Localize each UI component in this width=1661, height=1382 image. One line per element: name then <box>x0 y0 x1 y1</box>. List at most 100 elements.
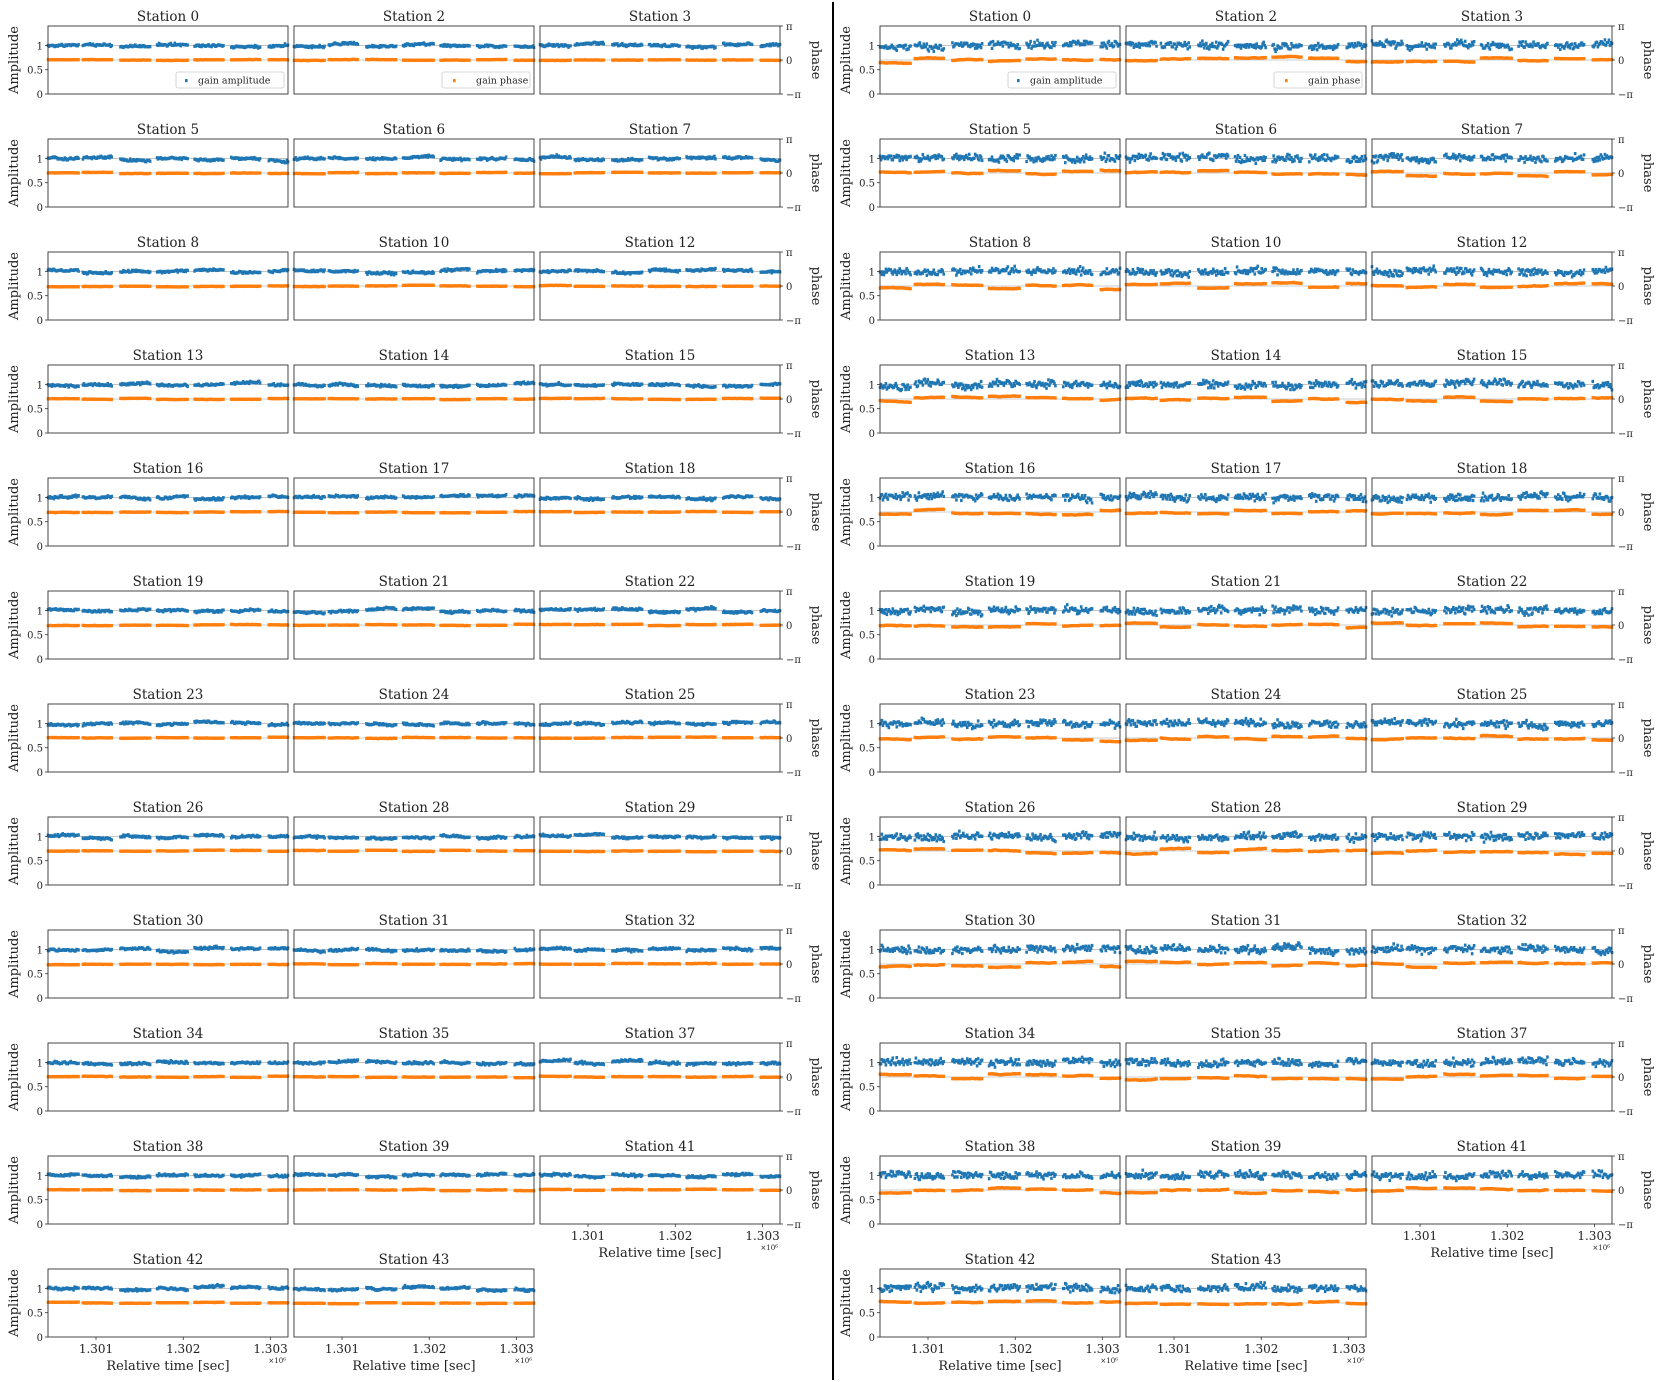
amplitude-point <box>222 44 225 48</box>
amplitude-point <box>556 42 560 47</box>
phase-tick-label: 0 <box>786 56 792 67</box>
amplitude-point <box>270 45 274 49</box>
amp-tick-label: 0 <box>37 90 43 101</box>
phase-point <box>432 283 435 287</box>
station-subplot-14: Station 14 <box>292 348 536 434</box>
amplitude-point <box>77 156 80 161</box>
subplot-frame <box>47 138 289 208</box>
amplitude-point <box>459 156 462 160</box>
amplitude-point <box>601 40 605 44</box>
amplitude-point <box>77 269 80 273</box>
phase-point <box>640 58 644 62</box>
phase-point <box>77 397 80 401</box>
amplitude-point <box>104 269 108 274</box>
phase-point <box>356 57 360 62</box>
amplitude-point <box>323 268 326 272</box>
phase-point <box>504 284 508 288</box>
phase-point <box>602 396 606 400</box>
amplitude-point <box>394 157 398 161</box>
phase-point <box>258 397 262 401</box>
phase-point <box>77 58 80 62</box>
amplitude-point <box>569 383 572 387</box>
station-subplot-10: Station 10 <box>292 235 536 321</box>
station-title: Station 5 <box>137 122 199 138</box>
station-title: Station 10 <box>379 235 450 251</box>
amplitude-point <box>712 44 715 48</box>
amplitude-point <box>283 42 287 46</box>
amplitude-point <box>148 382 152 386</box>
amplitude-point <box>477 157 481 162</box>
phase-point <box>714 171 717 175</box>
amp-tick-label: 0 <box>37 429 43 440</box>
amplitude-point <box>569 156 572 160</box>
amplitude-point <box>148 45 152 49</box>
amplitude-point <box>738 155 742 159</box>
amplitude-point <box>258 381 262 385</box>
amplitude-point <box>432 42 435 46</box>
phase-point <box>678 58 681 62</box>
amplitude-point <box>175 268 179 272</box>
phase-point <box>186 285 189 289</box>
phase-point <box>323 172 326 176</box>
amplitude-point <box>186 384 189 389</box>
station-title: Station 15 <box>625 348 696 364</box>
phase-point <box>504 397 508 401</box>
phase-point <box>323 397 326 401</box>
amplitude-point <box>127 268 130 272</box>
phase-point <box>222 171 225 175</box>
phase-tick-label: −π <box>786 203 801 214</box>
phase-point <box>222 58 225 62</box>
phase-point <box>569 396 572 400</box>
amplitude-point <box>503 157 507 161</box>
phase-point <box>569 58 572 62</box>
amplitude-point <box>678 268 681 273</box>
amplitude-point <box>750 42 754 47</box>
amplitude-point <box>504 44 508 48</box>
amplitude-point <box>173 41 177 45</box>
phase-point <box>394 397 398 401</box>
amplitude-point <box>468 44 471 48</box>
phase-point <box>504 57 508 61</box>
amplitude-point <box>468 267 471 271</box>
amplitude-point <box>602 42 606 46</box>
station-title: Station 8 <box>137 235 199 251</box>
station-title: Station 13 <box>133 348 204 364</box>
amplitude-point <box>602 270 606 274</box>
phase-point <box>750 170 754 175</box>
amp-tick-label: 1 <box>37 41 43 52</box>
phase-point <box>602 284 606 289</box>
phase-axis-label: phase <box>808 154 823 193</box>
phase-point <box>602 58 606 62</box>
amplitude-point <box>255 44 259 48</box>
phase-point <box>77 285 80 289</box>
phase-tick-label: π <box>786 135 793 146</box>
phase-tick-label: −π <box>786 90 801 101</box>
phase-point <box>110 58 114 62</box>
amplitude-point <box>432 384 435 388</box>
legend-amp-marker <box>185 79 188 83</box>
amplitude-axis-label: Amplitude <box>7 252 22 321</box>
amplitude-point <box>701 46 704 51</box>
subplot-frame <box>47 25 289 95</box>
amplitude-point <box>318 43 321 47</box>
phase-point <box>468 171 471 175</box>
amplitude-point <box>722 41 726 45</box>
phase-point <box>356 170 360 174</box>
amplitude-point <box>258 45 262 49</box>
phase-point <box>468 397 471 402</box>
amplitude-point <box>468 158 471 162</box>
amplitude-point <box>157 41 161 45</box>
amplitude-point <box>404 43 408 48</box>
phase-point <box>602 170 606 175</box>
phase-point <box>750 284 754 288</box>
amplitude-point <box>602 383 606 387</box>
amp-tick-label: 0.5 <box>27 179 43 190</box>
amplitude-point <box>555 153 559 157</box>
amplitude-point <box>129 157 132 161</box>
phase-point <box>258 57 262 62</box>
amplitude-point <box>77 43 80 47</box>
